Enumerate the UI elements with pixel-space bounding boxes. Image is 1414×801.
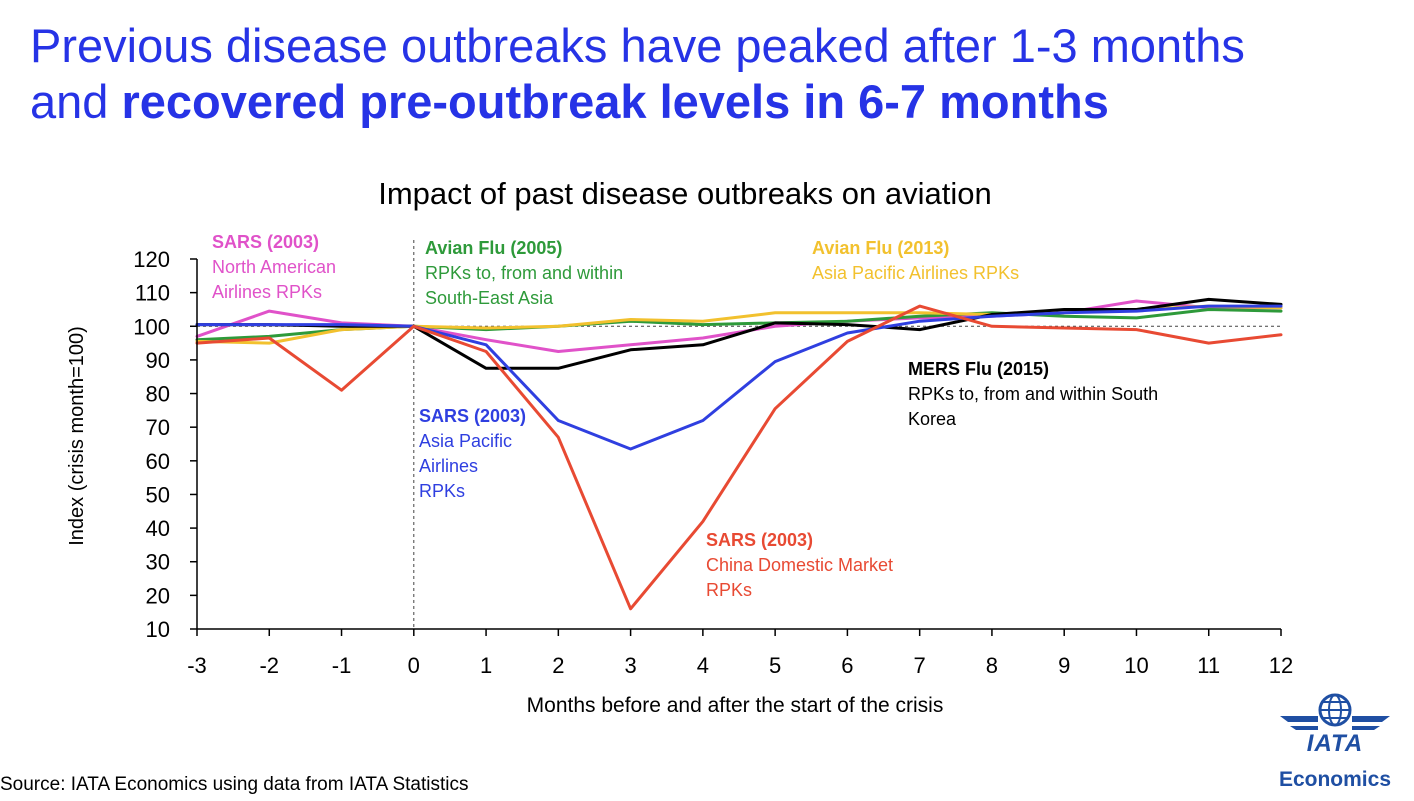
annotation-line: Asia Pacific Airlines RPKs xyxy=(812,263,1019,283)
y-tick-label: 70 xyxy=(146,415,170,440)
x-tick-label: 8 xyxy=(986,653,998,678)
y-tick-label: 50 xyxy=(146,482,170,507)
annotation-line: Airlines xyxy=(419,456,478,476)
y-tick-label: 20 xyxy=(146,583,170,608)
x-tick-label: 1 xyxy=(480,653,492,678)
y-tick-label: 90 xyxy=(146,348,170,373)
globe-wings-icon xyxy=(1280,693,1390,730)
headline-line-2-prefix: and xyxy=(30,75,122,128)
page-headline: Previous disease outbreaks have peaked a… xyxy=(30,18,1245,130)
y-tick-label: 30 xyxy=(146,550,170,575)
annotation-1: Avian Flu (2005) RPKs to, from and within… xyxy=(425,238,623,308)
annotation-title: Avian Flu (2005) xyxy=(425,238,562,258)
x-tick-label: 0 xyxy=(408,653,420,678)
annotation-3: MERS Flu (2015) RPKs to, from and within … xyxy=(908,359,1158,429)
x-tick-label: 7 xyxy=(914,653,926,678)
x-tick-label: 10 xyxy=(1124,653,1148,678)
x-tick-label: 4 xyxy=(697,653,709,678)
x-tick-label: 2 xyxy=(552,653,564,678)
headline-line-2-bold: recovered pre-outbreak levels in 6-7 mon… xyxy=(121,75,1109,128)
y-tick-label: 120 xyxy=(133,247,170,272)
headline-line-1: Previous disease outbreaks have peaked a… xyxy=(30,19,1245,72)
annotation-line: RPKs to, from and within South xyxy=(908,384,1158,404)
annotation-5: SARS (2003) China Domestic Market RPKs xyxy=(706,530,893,600)
series-line-3 xyxy=(195,297,1283,370)
x-tick-label: 6 xyxy=(841,653,853,678)
x-tick-label: 3 xyxy=(624,653,636,678)
y-axis-label: Index (crisis month=100) xyxy=(66,326,88,546)
y-tick-label: 10 xyxy=(146,617,170,642)
y-tick-label: 100 xyxy=(133,314,170,339)
annotation-4: SARS (2003) Asia Pacific Airlines RPKs xyxy=(419,406,526,501)
x-tick-label: -2 xyxy=(259,653,279,678)
y-tick-label: 80 xyxy=(146,382,170,407)
annotation-line: RPKs xyxy=(706,580,752,600)
iata-economics-logo: IATA Economics xyxy=(1260,690,1410,800)
annotation-line: China Domestic Market xyxy=(706,555,893,575)
x-tick-label: -3 xyxy=(187,653,207,678)
logo-economics-text: Economics xyxy=(1278,768,1392,791)
annotation-line: North American xyxy=(212,257,336,277)
y-tick-label: 40 xyxy=(146,516,170,541)
annotation-title: SARS (2003) xyxy=(212,232,319,252)
annotation-line: Asia Pacific xyxy=(419,431,512,451)
chart-title: Impact of past disease outbreaks on avia… xyxy=(378,176,991,211)
outbreak-impact-line-chart: Impact of past disease outbreaks on avia… xyxy=(66,176,1293,717)
annotation-0: SARS (2003) North American Airlines RPKs xyxy=(212,232,336,302)
series-lines xyxy=(195,297,1283,611)
annotation-2: Avian Flu (2013) Asia Pacific Airlines RP… xyxy=(812,238,1019,283)
annotation-line: Airlines RPKs xyxy=(212,282,322,302)
annotation-title: Avian Flu (2013) xyxy=(812,238,949,258)
logo-iata-text: IATA xyxy=(1306,730,1364,757)
y-tick-label: 60 xyxy=(146,449,170,474)
annotation-title: MERS Flu (2015) xyxy=(908,359,1049,379)
x-axis-label: Months before and after the start of the… xyxy=(527,694,944,717)
x-tick-label: 12 xyxy=(1269,653,1293,678)
x-tick-label: 5 xyxy=(769,653,781,678)
annotation-line: RPKs to, from and within xyxy=(425,263,623,283)
annotation-line: RPKs xyxy=(419,481,465,501)
annotation-title: SARS (2003) xyxy=(706,530,813,550)
series-annotations: SARS (2003) North American Airlines RPKs Av… xyxy=(212,232,1158,600)
series-line-5 xyxy=(195,304,1283,611)
source-note: Source: IATA Economics using data from I… xyxy=(0,774,469,795)
y-tick-label: 110 xyxy=(135,281,170,306)
x-tick-label: -1 xyxy=(332,653,352,678)
annotation-line: South-East Asia xyxy=(425,288,554,308)
series-line-4 xyxy=(195,304,1283,451)
x-tick-label: 9 xyxy=(1058,653,1070,678)
x-tick-label: 11 xyxy=(1197,653,1220,678)
annotation-line: Korea xyxy=(908,409,957,429)
annotation-title: SARS (2003) xyxy=(419,406,526,426)
